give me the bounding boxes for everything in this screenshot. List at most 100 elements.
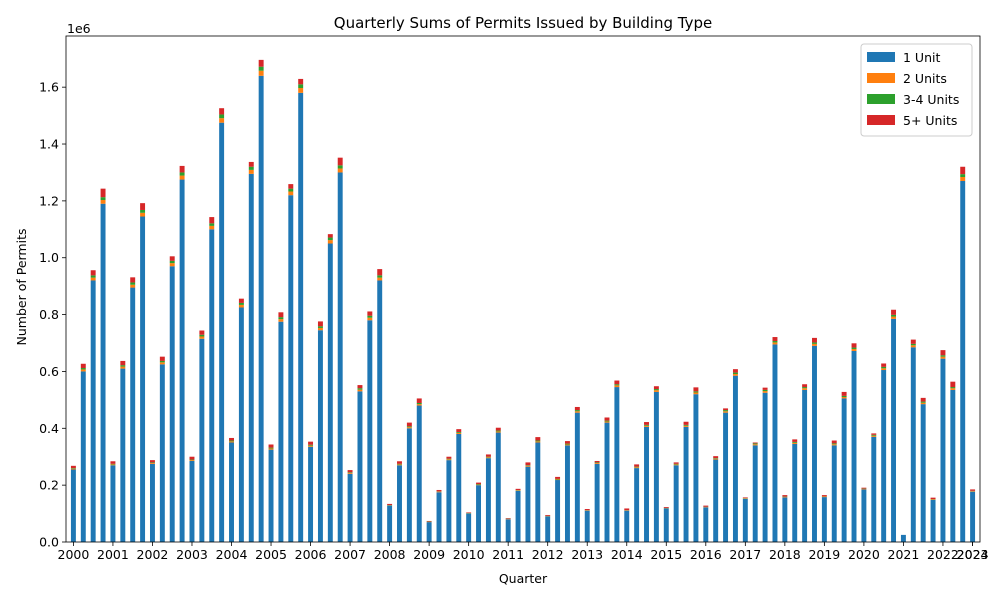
- bar-segment-series-1-q-43: [495, 431, 501, 433]
- legend-label: 2 Units: [903, 71, 947, 86]
- bar-segment-series-3-q-66: [723, 408, 729, 411]
- bar-segment-series-1-q-19: [258, 70, 264, 76]
- bar-segment-series-0-q-10: [169, 266, 175, 542]
- bar-segment-series-0-q-2: [90, 280, 96, 542]
- bar-segment-series-2-q-65: [713, 458, 719, 459]
- bar-segment-series-1-q-2: [90, 277, 96, 281]
- bar-segment-series-1-q-91: [970, 491, 976, 492]
- bar-segment-series-3-q-88: [940, 350, 946, 356]
- bar-segment-series-3-q-70: [762, 387, 768, 390]
- bar-segment-series-1-q-61: [673, 464, 679, 466]
- x-tick-label: 2012: [532, 547, 564, 562]
- bar-segment-series-3-q-25: [317, 321, 323, 327]
- bar-segment-series-0-q-61: [673, 465, 679, 542]
- bar-segment-series-2-q-14: [209, 223, 215, 226]
- bar-segment-series-0-q-35: [416, 405, 422, 542]
- bar-segment-series-1-q-34: [406, 427, 412, 429]
- bar-segment-series-2-q-74: [802, 387, 808, 389]
- bar-segment-series-1-q-41: [476, 484, 481, 486]
- bar-segment-series-3-q-49: [555, 476, 561, 479]
- bar-segment-series-2-q-90: [960, 174, 966, 177]
- bar-segment-series-2-q-43: [495, 430, 501, 432]
- bar-segment-series-3-q-76: [821, 495, 827, 497]
- legend-swatch: [867, 52, 895, 62]
- bar-segment-series-2-q-31: [377, 275, 383, 278]
- bar-segment-series-0-q-79: [851, 350, 857, 542]
- bar-segment-series-3-q-75: [812, 337, 817, 343]
- bar-segment-series-3-q-87: [930, 497, 936, 500]
- bar-segment-series-3-q-3: [100, 188, 106, 198]
- bar-segment-series-0-q-68: [742, 498, 748, 542]
- bar-segment-series-2-q-69: [752, 443, 758, 445]
- bar-segment-series-1-q-6: [130, 284, 136, 288]
- bar-segment-series-3-q-47: [535, 437, 541, 441]
- bar-segment-series-1-q-80: [861, 488, 867, 490]
- bar-segment-series-2-q-59: [653, 389, 659, 391]
- x-tick-label: 2007: [334, 547, 366, 562]
- chart-title: Quarterly Sums of Permits Issued by Buil…: [334, 14, 712, 32]
- bar-segment-series-3-q-72: [782, 495, 788, 497]
- plot-frame: [65, 35, 981, 543]
- legend: 1 Unit 2 Units 3-4 Units 5+ Units: [860, 43, 973, 137]
- bar-segment-series-2-q-49: [555, 478, 561, 480]
- bar-segment-series-3-q-5: [120, 360, 126, 366]
- bar-segment-series-3-q-17: [238, 298, 244, 303]
- bar-segment-series-1-q-68: [742, 498, 748, 499]
- bar-segment-series-2-q-63: [693, 391, 699, 393]
- bar-segment-series-0-q-13: [199, 338, 205, 542]
- bar-segment-series-2-q-33: [397, 463, 402, 465]
- bar-segment-series-0-q-41: [476, 485, 481, 542]
- x-tick-label: 2018: [769, 547, 801, 562]
- bar-segment-series-3-q-52: [584, 509, 590, 511]
- bar-segment-series-0-q-69: [752, 445, 758, 542]
- bar-segment-series-3-q-31: [377, 269, 383, 276]
- bar-segment-series-0-q-31: [377, 280, 383, 542]
- bar-segment-series-3-q-40: [466, 512, 472, 514]
- bar-segment-series-0-q-59: [653, 391, 659, 542]
- bar-segment-series-0-q-82: [881, 370, 887, 542]
- bar-segment-series-0-q-3: [100, 203, 106, 542]
- bar-segment-series-0-q-20: [268, 449, 274, 542]
- bar-segment-series-1-q-9: [159, 362, 165, 365]
- bar-segment-series-3-q-45: [515, 488, 521, 490]
- bar-segment-series-3-q-60: [663, 507, 669, 508]
- bar-segment-series-0-q-63: [693, 394, 699, 542]
- bar-segment-series-2-q-9: [159, 360, 165, 363]
- bar-segment-series-0-q-11: [179, 179, 185, 542]
- bar-segment-series-0-q-38: [446, 460, 452, 542]
- bar-segment-series-0-q-48: [545, 516, 551, 542]
- bar-segment-series-3-q-69: [752, 442, 758, 444]
- bar-segment-series-3-q-12: [189, 456, 195, 460]
- bar-segment-series-3-q-33: [397, 461, 402, 464]
- bar-segment-series-0-q-14: [209, 229, 215, 543]
- bar-segment-series-3-q-19: [258, 59, 264, 67]
- bar-segment-series-1-q-57: [634, 467, 640, 469]
- bar-segment-series-3-q-32: [387, 503, 393, 506]
- y-axis-offset-label: 1e6: [67, 21, 91, 36]
- bar-segment-series-0-q-34: [406, 428, 412, 542]
- bar-segment-series-3-q-18: [248, 161, 254, 167]
- bar-segment-series-1-q-0: [70, 468, 76, 470]
- bar-segment-series-2-q-81: [871, 434, 877, 436]
- bar-segment-series-0-q-43: [495, 432, 501, 542]
- bar-segment-series-2-q-21: [278, 317, 284, 320]
- bar-segment-series-2-q-86: [920, 401, 926, 403]
- bar-segment-series-1-q-55: [614, 385, 620, 388]
- bar-segment-series-0-q-87: [930, 499, 936, 542]
- bar-segment-series-0-q-36: [426, 522, 432, 542]
- bar-segment-series-1-q-42: [485, 457, 491, 459]
- bar-segment-series-2-q-75: [812, 342, 817, 344]
- bar-segment-series-0-q-8: [149, 463, 155, 542]
- bar-segment-series-3-q-57: [634, 464, 640, 467]
- bar-segment-series-2-q-62: [683, 424, 689, 426]
- bar-segment-series-3-q-39: [456, 429, 462, 432]
- bar-segment-series-0-q-81: [871, 436, 877, 542]
- bar-segment-series-2-q-47: [535, 440, 541, 442]
- bar-segment-series-1-q-71: [772, 342, 778, 345]
- bar-segment-series-3-q-36: [426, 520, 432, 522]
- bar-segment-series-1-q-1: [80, 369, 86, 372]
- bar-segment-series-2-q-41: [476, 484, 481, 485]
- bar-segment-series-3-q-46: [525, 462, 531, 466]
- bar-segment-series-2-q-7: [140, 209, 146, 213]
- bar-segment-series-2-q-53: [594, 462, 600, 463]
